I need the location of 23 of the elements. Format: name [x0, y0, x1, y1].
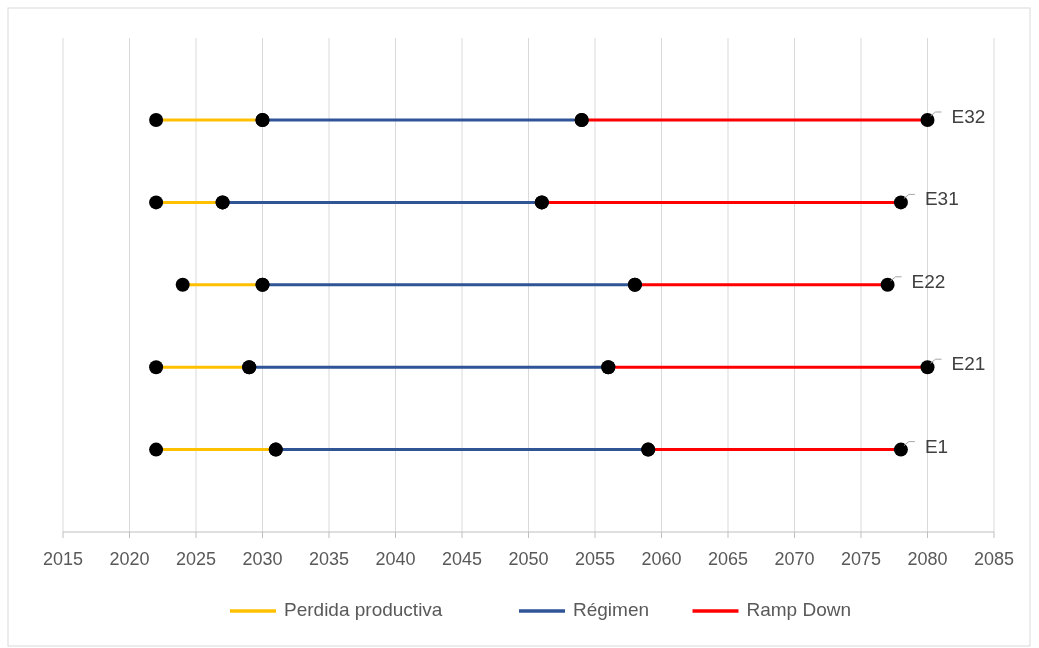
legend-label: Ramp Down — [746, 599, 852, 621]
x-tick-label: 2025 — [175, 549, 217, 569]
x-tick-label: 2020 — [109, 549, 150, 569]
x-tick-label: 2065 — [707, 549, 749, 569]
x-tick-label: 2040 — [375, 549, 416, 569]
annotation: E22 — [911, 270, 946, 292]
x-tick-label: 2080 — [907, 549, 948, 569]
annotation: E31 — [924, 188, 959, 210]
x-tick-label: 2055 — [574, 549, 616, 569]
x-tick-label: 2045 — [441, 549, 483, 569]
legend-label: Perdida productiva — [284, 599, 443, 621]
x-tick-label: 2035 — [308, 549, 350, 569]
annotation: E21 — [951, 353, 986, 375]
x-tick-label: 2085 — [973, 549, 1015, 569]
x-tick-label: 2015 — [42, 549, 84, 569]
x-tick-label: 2075 — [840, 549, 882, 569]
annotation: E32 — [951, 106, 986, 128]
x-tick-label: 2030 — [242, 549, 283, 569]
x-tick-label: 2070 — [774, 549, 815, 569]
x-tick-label: 2060 — [641, 549, 682, 569]
x-tick-label: 2050 — [508, 549, 549, 569]
annotation: E1 — [924, 435, 949, 457]
legend-label: Régimen — [573, 599, 650, 621]
